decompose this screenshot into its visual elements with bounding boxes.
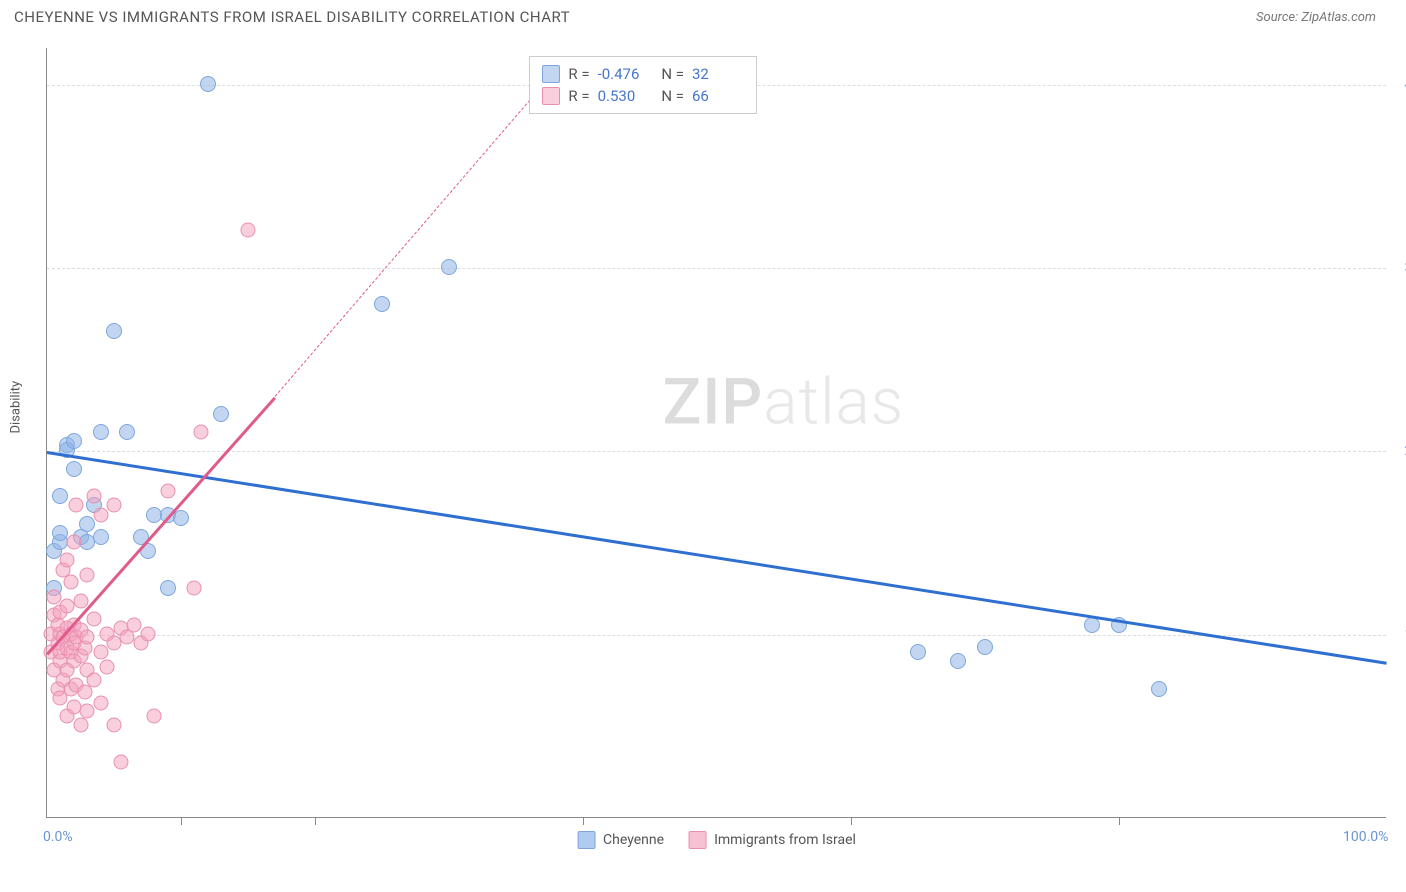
chart-plot-area: ZIPatlas CheyenneImmigrants from Israel … — [46, 48, 1386, 818]
scatter-point — [200, 76, 216, 92]
scatter-point — [194, 425, 209, 440]
scatter-point — [100, 659, 115, 674]
stat-r-value: -0.476 — [598, 65, 650, 83]
gridline — [47, 451, 1386, 452]
x-tick-label: 0.0% — [43, 829, 73, 845]
scatter-point — [173, 510, 189, 526]
stat-n-label: N = — [658, 65, 684, 83]
x-tick — [1119, 817, 1120, 825]
scatter-point — [374, 296, 390, 312]
gridline — [47, 635, 1386, 636]
scatter-point — [910, 644, 926, 660]
scatter-point — [160, 580, 176, 596]
scatter-point — [60, 553, 75, 568]
stats-row: R = -0.476 N = 32 — [542, 63, 744, 85]
scatter-point — [107, 498, 122, 513]
scatter-point — [93, 424, 109, 440]
scatter-point — [441, 259, 457, 275]
legend-swatch — [542, 65, 560, 83]
stats-box: R = -0.476 N = 32 R = 0.530 N = 66 — [529, 56, 757, 114]
scatter-point — [66, 433, 82, 449]
legend-swatch — [688, 831, 706, 849]
legend-swatch — [542, 87, 560, 105]
chart-title: CHEYENNE VS IMMIGRANTS FROM ISRAEL DISAB… — [14, 8, 570, 26]
scatter-point — [93, 696, 108, 711]
legend-item: Cheyenne — [577, 831, 664, 849]
x-tick — [583, 817, 584, 825]
scatter-point — [93, 507, 108, 522]
scatter-point — [1151, 681, 1167, 697]
scatter-point — [73, 593, 88, 608]
trendline — [47, 451, 1387, 664]
source-label: Source: ZipAtlas.com — [1256, 10, 1376, 25]
watermark-part2: atlas — [763, 364, 904, 439]
legend-item: Immigrants from Israel — [688, 831, 856, 849]
scatter-point — [80, 568, 95, 583]
gridline — [47, 268, 1386, 269]
stat-r-label: R = — [568, 65, 589, 83]
scatter-point — [950, 653, 966, 669]
scatter-point — [241, 223, 256, 238]
legend-label: Immigrants from Israel — [714, 832, 856, 848]
scatter-point — [140, 626, 155, 641]
stat-n-value: 66 — [692, 87, 744, 105]
watermark-part1: ZIP — [663, 364, 764, 439]
stat-r-value: 0.530 — [598, 87, 650, 105]
trendline — [274, 85, 543, 397]
legend-label: Cheyenne — [603, 832, 664, 848]
scatter-point — [113, 755, 128, 770]
scatter-point — [106, 323, 122, 339]
scatter-point — [147, 709, 162, 724]
scatter-point — [80, 630, 95, 645]
stat-n-value: 32 — [692, 65, 744, 83]
scatter-point — [977, 639, 993, 655]
scatter-point — [213, 406, 229, 422]
scatter-point — [66, 461, 82, 477]
x-tick — [181, 817, 182, 825]
legend-swatch — [577, 831, 595, 849]
scatter-point — [66, 535, 81, 550]
scatter-point — [46, 590, 61, 605]
y-axis-title: Disability — [9, 381, 24, 434]
scatter-point — [73, 718, 88, 733]
watermark: ZIPatlas — [663, 364, 905, 439]
scatter-point — [86, 489, 101, 504]
scatter-point — [77, 685, 92, 700]
scatter-point — [187, 580, 202, 595]
scatter-point — [93, 529, 109, 545]
scatter-point — [160, 483, 175, 498]
scatter-point — [93, 645, 108, 660]
stats-row: R = 0.530 N = 66 — [542, 85, 744, 107]
stat-r-label: R = — [568, 87, 589, 105]
x-tick — [315, 817, 316, 825]
x-tick — [851, 817, 852, 825]
scatter-point — [69, 498, 84, 513]
scatter-point — [86, 672, 101, 687]
scatter-point — [119, 424, 135, 440]
scatter-point — [79, 516, 95, 532]
legend: Cheyenne Immigrants from Israel — [577, 831, 856, 849]
stat-n-label: N = — [658, 87, 684, 105]
x-tick-label: 100.0% — [1343, 829, 1388, 845]
scatter-point — [86, 612, 101, 627]
scatter-point — [107, 718, 122, 733]
scatter-point — [127, 617, 142, 632]
scatter-point — [64, 575, 79, 590]
scatter-point — [52, 488, 68, 504]
